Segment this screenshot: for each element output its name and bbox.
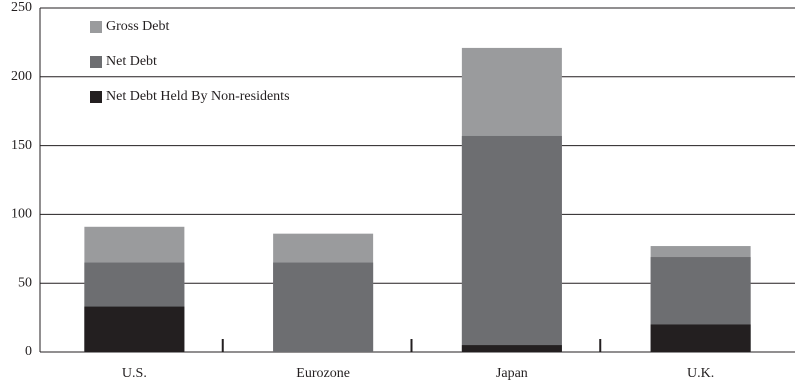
- bar: [273, 262, 374, 352]
- y-tick-label: 200: [11, 69, 32, 84]
- legend-swatch: [90, 21, 102, 33]
- x-tick-label: U.S.: [122, 366, 147, 381]
- bar: [461, 345, 562, 352]
- x-tick-label: Eurozone: [296, 366, 350, 381]
- legend-swatch: [90, 56, 102, 68]
- legend-label: Net Debt Held By Non-residents: [106, 89, 290, 104]
- bar: [650, 324, 751, 352]
- y-tick-label: 100: [11, 207, 32, 222]
- x-tick-label: U.K.: [687, 366, 714, 381]
- bar: [461, 135, 562, 352]
- y-tick-label: 150: [11, 138, 32, 153]
- legend-label: Net Debt: [106, 54, 157, 69]
- legend-swatch: [90, 91, 102, 103]
- legend-label: Gross Debt: [106, 19, 169, 34]
- y-tick-label: 250: [11, 0, 32, 15]
- bar: [84, 306, 185, 352]
- y-tick-label: 0: [25, 344, 32, 359]
- y-tick-label: 50: [18, 275, 32, 290]
- x-tick-label: Japan: [496, 366, 528, 381]
